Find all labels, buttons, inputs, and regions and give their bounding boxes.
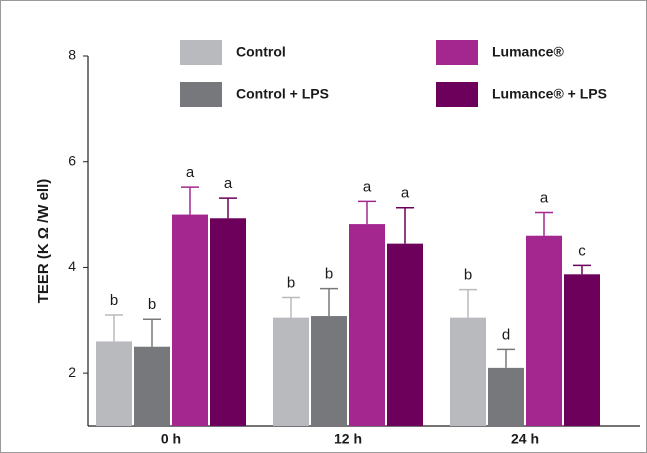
significance-label: b — [110, 292, 118, 309]
x-tick-label: 24 h — [511, 431, 539, 447]
bar — [564, 274, 600, 426]
y-tick-label: 2 — [68, 364, 76, 380]
legend-swatch — [180, 82, 222, 107]
bar — [450, 317, 486, 426]
legend-label: Control + LPS — [236, 86, 329, 102]
y-tick-label: 4 — [68, 258, 76, 274]
bar — [311, 316, 347, 426]
legend-label: Lumance® — [492, 44, 564, 60]
bar — [172, 214, 208, 426]
y-axis-label: TEER (K Ω /W ell) — [35, 179, 52, 304]
legend-swatch — [436, 82, 478, 107]
significance-label: b — [325, 266, 333, 283]
y-tick-label: 8 — [68, 47, 76, 63]
bar — [488, 367, 524, 426]
legend-swatch — [180, 40, 222, 65]
significance-label: a — [224, 175, 233, 192]
significance-label: b — [464, 267, 472, 284]
bar — [96, 341, 132, 426]
bar — [387, 243, 423, 426]
bar — [349, 224, 385, 426]
y-tick-label: 6 — [68, 152, 76, 168]
x-tick-label: 12 h — [334, 431, 362, 447]
significance-label: d — [502, 326, 510, 343]
legend-label: Lumance® + LPS — [492, 86, 607, 102]
significance-label: a — [401, 185, 410, 202]
x-tick-label: 0 h — [161, 431, 181, 447]
significance-label: a — [540, 189, 549, 206]
bar — [134, 346, 170, 426]
legend-label: Control — [236, 44, 286, 60]
bar — [273, 317, 309, 426]
significance-label: a — [363, 178, 372, 195]
significance-label: a — [186, 164, 195, 181]
significance-label: b — [148, 296, 156, 313]
significance-label: b — [287, 275, 295, 292]
bar — [210, 218, 246, 426]
significance-label: c — [578, 242, 586, 259]
legend-swatch — [436, 40, 478, 65]
bar — [526, 235, 562, 426]
